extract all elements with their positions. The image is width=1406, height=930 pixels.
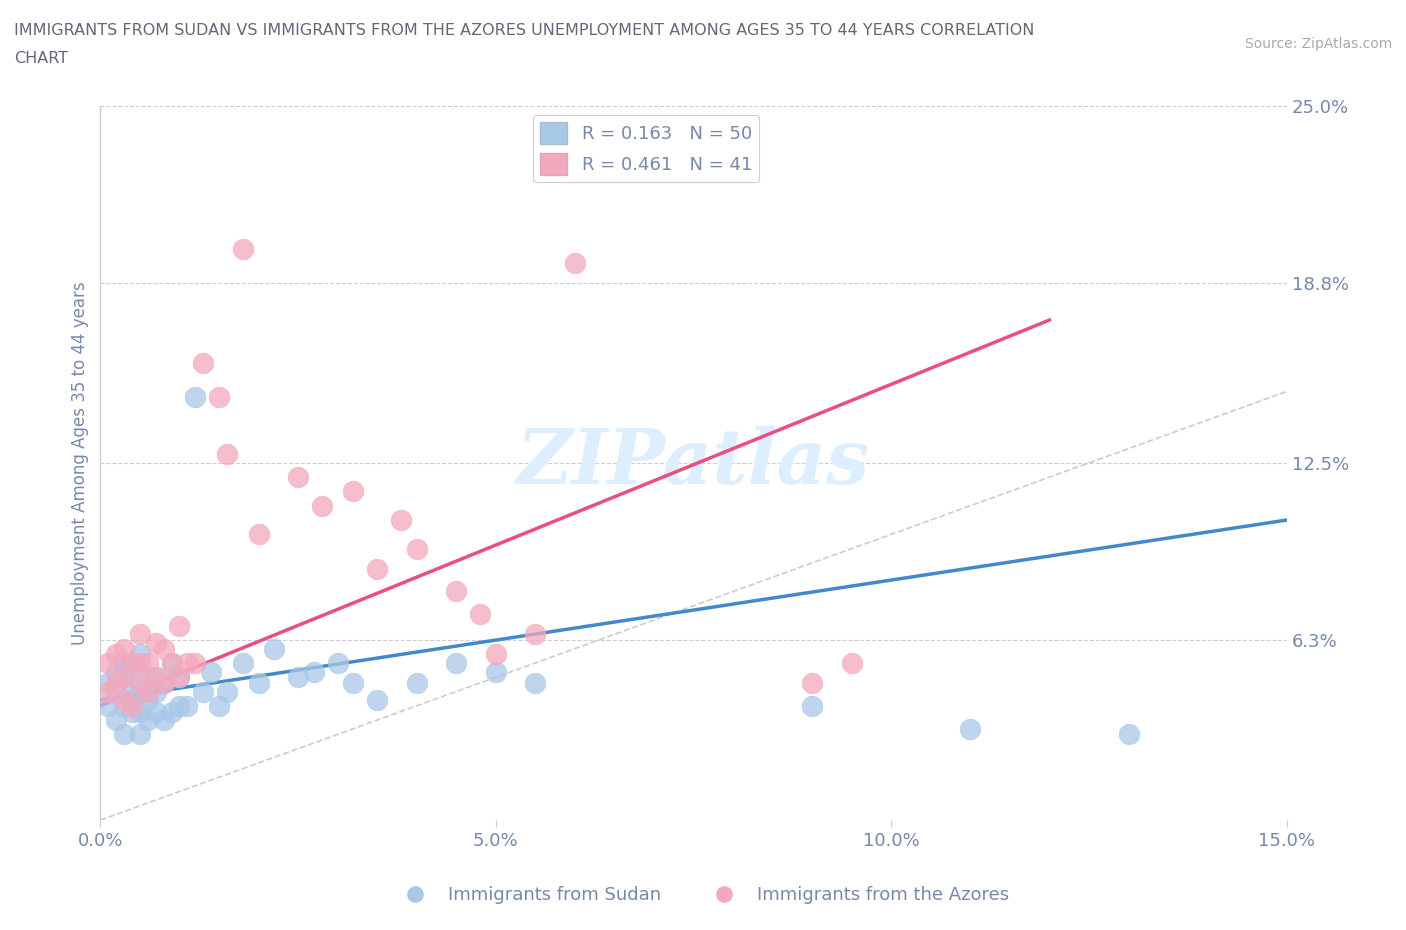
Point: [801, 675, 824, 690]
Point: [152, 712, 174, 727]
Point: [112, 670, 135, 684]
Point: [160, 656, 183, 671]
Point: [311, 498, 333, 513]
Point: [485, 664, 508, 679]
Point: [389, 512, 412, 527]
Point: [208, 698, 231, 713]
Point: [232, 241, 254, 256]
Point: [105, 647, 128, 662]
Point: [247, 527, 270, 542]
Point: [128, 627, 150, 642]
Point: [105, 712, 128, 727]
Point: [145, 704, 167, 719]
Point: [184, 390, 207, 405]
Legend: R = 0.163   N = 50, R = 0.461   N = 41: R = 0.163 N = 50, R = 0.461 N = 41: [533, 114, 759, 182]
Point: [136, 684, 159, 699]
Point: [152, 675, 174, 690]
Point: [145, 670, 167, 684]
Point: [468, 607, 491, 622]
Point: [105, 664, 128, 679]
Point: [105, 675, 128, 690]
Legend: Immigrants from Sudan, Immigrants from the Azores: Immigrants from Sudan, Immigrants from t…: [389, 879, 1017, 911]
Point: [841, 656, 863, 671]
Point: [405, 675, 427, 690]
Point: [342, 484, 364, 498]
Point: [121, 704, 143, 719]
Point: [405, 541, 427, 556]
Point: [112, 670, 135, 684]
Point: [128, 704, 150, 719]
Point: [105, 684, 128, 699]
Point: [366, 693, 388, 708]
Point: [485, 647, 508, 662]
Point: [97, 675, 120, 690]
Point: [176, 698, 198, 713]
Point: [112, 641, 135, 656]
Point: [215, 447, 238, 462]
Point: [128, 684, 150, 699]
Text: ZIPatlas: ZIPatlas: [517, 426, 870, 500]
Point: [263, 641, 285, 656]
Point: [524, 675, 547, 690]
Text: Source: ZipAtlas.com: Source: ZipAtlas.com: [1244, 37, 1392, 51]
Point: [169, 670, 191, 684]
Point: [121, 675, 143, 690]
Point: [176, 656, 198, 671]
Point: [446, 584, 468, 599]
Point: [342, 675, 364, 690]
Point: [193, 355, 215, 370]
Point: [121, 656, 143, 671]
Point: [97, 656, 120, 671]
Text: IMMIGRANTS FROM SUDAN VS IMMIGRANTS FROM THE AZORES UNEMPLOYMENT AMONG AGES 35 T: IMMIGRANTS FROM SUDAN VS IMMIGRANTS FROM…: [14, 23, 1035, 38]
Point: [152, 641, 174, 656]
Point: [112, 727, 135, 742]
Point: [801, 698, 824, 713]
Point: [169, 618, 191, 633]
Point: [247, 675, 270, 690]
Point: [169, 698, 191, 713]
Point: [121, 698, 143, 713]
Point: [136, 693, 159, 708]
Point: [121, 656, 143, 671]
Point: [232, 656, 254, 671]
Point: [121, 693, 143, 708]
Point: [160, 704, 183, 719]
Point: [112, 698, 135, 713]
Point: [128, 675, 150, 690]
Point: [97, 684, 120, 699]
Point: [184, 656, 207, 671]
Point: [145, 684, 167, 699]
Point: [128, 647, 150, 662]
Point: [160, 656, 183, 671]
Point: [136, 656, 159, 671]
Point: [287, 470, 309, 485]
Point: [564, 256, 586, 271]
Point: [193, 684, 215, 699]
Y-axis label: Unemployment Among Ages 35 to 44 years: Unemployment Among Ages 35 to 44 years: [72, 281, 89, 644]
Point: [145, 635, 167, 650]
Point: [200, 664, 222, 679]
Point: [287, 670, 309, 684]
Point: [959, 721, 981, 736]
Point: [524, 627, 547, 642]
Point: [136, 712, 159, 727]
Point: [112, 693, 135, 708]
Point: [326, 656, 349, 671]
Point: [208, 390, 231, 405]
Text: CHART: CHART: [14, 51, 67, 66]
Point: [97, 698, 120, 713]
Point: [446, 656, 468, 671]
Point: [1118, 727, 1140, 742]
Point: [145, 670, 167, 684]
Point: [169, 670, 191, 684]
Point: [302, 664, 325, 679]
Point: [215, 684, 238, 699]
Point: [112, 656, 135, 671]
Point: [136, 670, 159, 684]
Point: [128, 656, 150, 671]
Point: [128, 727, 150, 742]
Point: [152, 675, 174, 690]
Point: [366, 561, 388, 576]
